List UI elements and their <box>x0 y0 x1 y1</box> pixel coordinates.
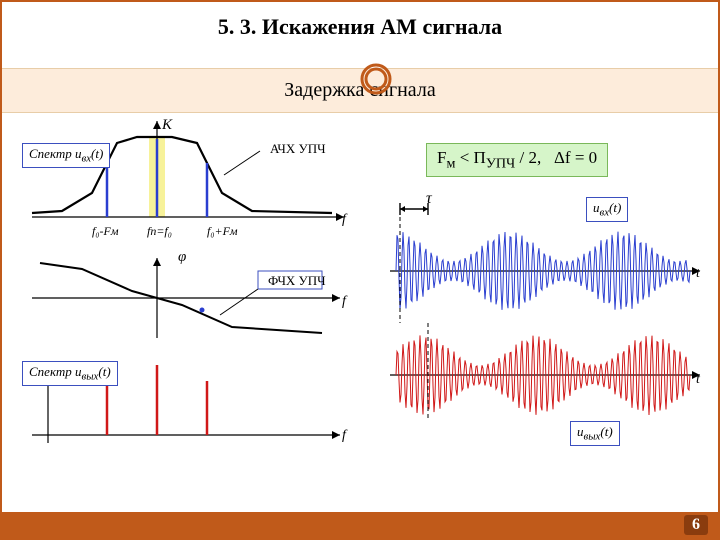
svg-text:f: f <box>342 294 348 309</box>
label-u-output: uвых(t) <box>570 421 620 446</box>
svg-text:fп=f₀: fп=f₀ <box>147 224 172 238</box>
svg-text:τ: τ <box>426 190 433 207</box>
svg-text:f: f <box>342 212 348 227</box>
svg-text:f₀-Fм: f₀-Fм <box>92 224 119 238</box>
label-u-input: uвх(t) <box>586 197 628 222</box>
footer-bar: 6 <box>2 512 718 538</box>
formula-box: Fм < ПУПЧ / 2, Δf = 0 <box>426 143 608 177</box>
page-number: 6 <box>684 515 708 535</box>
diagram-area: f₀-Fм fп=f₀ f₀+Fм K АЧХ УПЧ f φ ФЧХ УПЧ f f τ t t С… <box>2 113 718 483</box>
svg-text:φ: φ <box>178 249 186 265</box>
svg-text:f: f <box>342 428 348 443</box>
svg-text:t: t <box>696 266 701 281</box>
decorative-ring <box>2 50 718 68</box>
page-title: 5. 3. Искажения АМ сигнала <box>2 14 718 40</box>
label-spectrum-output: Спектр uвых(t) <box>22 361 118 386</box>
svg-text:ФЧХ УПЧ: ФЧХ УПЧ <box>268 273 326 288</box>
svg-text:t: t <box>696 372 701 387</box>
label-spectrum-input: Спектр uвх(t) <box>22 143 110 168</box>
svg-text:АЧХ УПЧ: АЧХ УПЧ <box>270 141 326 156</box>
svg-text:f₀+Fм: f₀+Fм <box>207 224 238 238</box>
svg-text:K: K <box>161 117 173 133</box>
